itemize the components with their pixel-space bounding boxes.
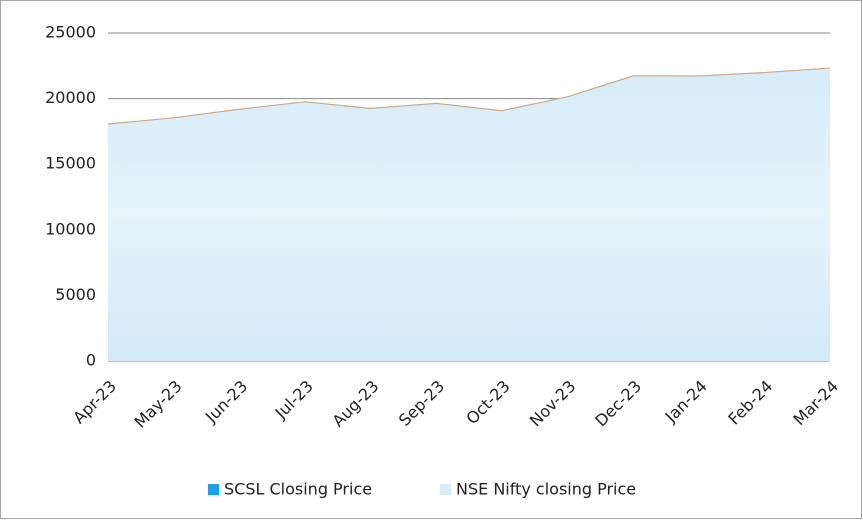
legend-swatch <box>440 484 451 495</box>
y-tick-label: 25000 <box>45 23 96 42</box>
y-tick-label: 15000 <box>45 154 96 173</box>
y-tick-label: 5000 <box>55 285 96 304</box>
area <box>108 68 830 361</box>
y-tick-label: 10000 <box>45 219 96 238</box>
legend-label: SCSL Closing Price <box>224 480 372 499</box>
y-tick-label: 20000 <box>45 88 96 107</box>
y-tick-label: 0 <box>86 351 96 370</box>
legend-label: NSE Nifty closing Price <box>456 480 636 499</box>
legend-swatch <box>208 484 219 495</box>
area-edge <box>107 67 831 125</box>
